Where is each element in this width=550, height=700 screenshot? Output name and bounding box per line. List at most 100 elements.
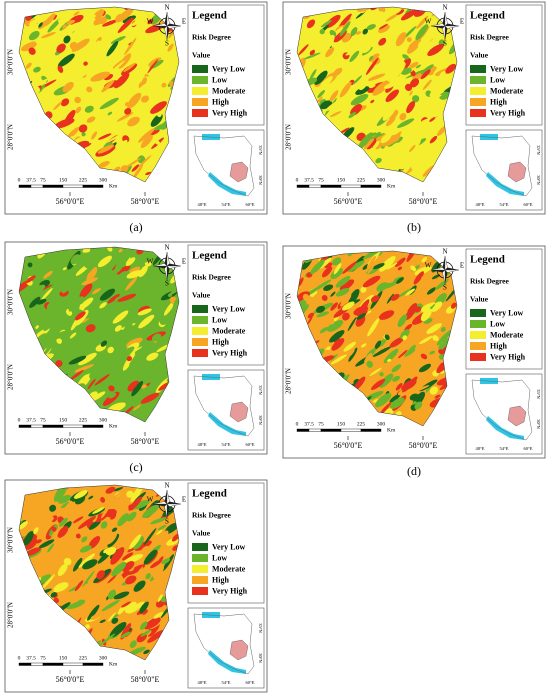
map-patch	[356, 313, 367, 320]
map-patch	[85, 580, 98, 599]
map-patch	[379, 402, 392, 415]
map-patch	[374, 114, 381, 121]
map-patch	[127, 564, 146, 575]
scale-tick-label: 75	[40, 655, 46, 661]
map-patch	[389, 397, 405, 409]
map-patch	[93, 18, 101, 26]
map-patch	[379, 255, 396, 272]
map-patch	[57, 53, 75, 68]
map-patch	[360, 286, 367, 293]
map-patch	[50, 56, 58, 64]
map-patch	[58, 517, 68, 527]
map-patch	[158, 382, 171, 391]
map-patch	[55, 360, 63, 368]
map-patch	[445, 63, 457, 74]
map-patch	[75, 533, 81, 539]
inset-y-label: 35°N	[258, 385, 263, 395]
map-patch	[77, 367, 98, 377]
map-patch	[107, 574, 117, 584]
map-patch	[133, 404, 141, 411]
inset-y-label: 30°N	[536, 175, 541, 185]
map-patch	[395, 9, 405, 15]
map-patch	[375, 157, 382, 164]
map-patch	[88, 536, 101, 549]
map-patch	[126, 356, 132, 362]
y-axis-label: 28°0'0"N	[7, 364, 15, 390]
map-patch	[107, 293, 120, 304]
map-patch	[385, 13, 399, 22]
map-patch	[434, 394, 441, 399]
x-axis-label: 58°0'0"E	[409, 197, 438, 206]
compass-label: E	[182, 496, 186, 504]
map-patch	[402, 54, 410, 60]
map-patch	[375, 393, 392, 408]
map-patch	[312, 323, 321, 334]
map-patch	[422, 407, 431, 421]
map-patch	[361, 343, 367, 348]
map-patch	[60, 98, 70, 107]
map-patch	[397, 266, 403, 271]
inset-x-label: 60°E	[523, 202, 532, 207]
legend-swatch	[470, 309, 486, 317]
compass-label: S	[443, 284, 447, 292]
map-patch	[84, 261, 93, 269]
map-patch	[127, 92, 142, 109]
map-patch	[141, 95, 150, 103]
map-patch	[124, 601, 137, 614]
map-patch	[137, 308, 152, 316]
map-patch	[161, 35, 174, 48]
map-panel: 56°0'0"E 58°0'0"E 30°0'0"N 28°0'0"N 0 37.5 75 1…	[282, 1, 546, 234]
map-patch	[99, 619, 106, 624]
scale-segment	[62, 662, 84, 666]
y-axis-label: 30°0'0"N	[7, 49, 15, 75]
inset-y-label: 35°N	[258, 145, 263, 155]
map-patch	[395, 257, 406, 267]
map-patch	[57, 526, 69, 538]
inset-box	[465, 129, 543, 211]
map-patch	[395, 32, 407, 47]
map-patch	[353, 62, 359, 68]
map-outline	[296, 250, 458, 427]
map-patch	[429, 350, 436, 355]
map-patch	[97, 133, 112, 140]
map-patch	[46, 302, 56, 311]
scale-tick-label: 300	[377, 177, 386, 183]
map-patch	[386, 262, 398, 270]
scale-segment	[340, 184, 362, 188]
map-patch	[61, 282, 71, 294]
scale-segment	[82, 184, 104, 188]
map-patch	[43, 64, 53, 73]
legend-swatch	[192, 349, 208, 357]
map-patch	[60, 14, 71, 23]
map-patch	[367, 265, 375, 275]
scale-tick-label: 225	[79, 655, 88, 661]
map-patch	[386, 274, 395, 284]
map-patch	[82, 254, 89, 260]
compass-label: W	[425, 18, 432, 26]
map-patch	[395, 382, 403, 391]
map-patch	[79, 545, 92, 553]
map-patch	[404, 323, 413, 332]
map-patch	[131, 164, 144, 181]
inset-box	[187, 369, 265, 451]
scale-segment	[30, 184, 44, 188]
map-patch	[54, 83, 62, 89]
map-patch	[330, 291, 336, 297]
map-patch	[66, 70, 71, 76]
map-patch	[56, 43, 66, 53]
map-patch	[406, 37, 412, 43]
map-patch	[64, 500, 73, 510]
map-patch	[96, 116, 104, 121]
map-patch	[127, 383, 138, 390]
map-outline	[18, 246, 180, 423]
map-patch	[317, 90, 325, 99]
map-patch	[329, 111, 342, 118]
inset-province	[229, 161, 249, 183]
map-patch	[109, 332, 120, 343]
scale-segment	[18, 184, 32, 188]
map-patch	[402, 335, 408, 341]
map-patch	[438, 342, 446, 351]
map-patch	[102, 19, 118, 27]
scale-tick-label: 0	[18, 417, 21, 423]
map-patch	[346, 257, 354, 266]
